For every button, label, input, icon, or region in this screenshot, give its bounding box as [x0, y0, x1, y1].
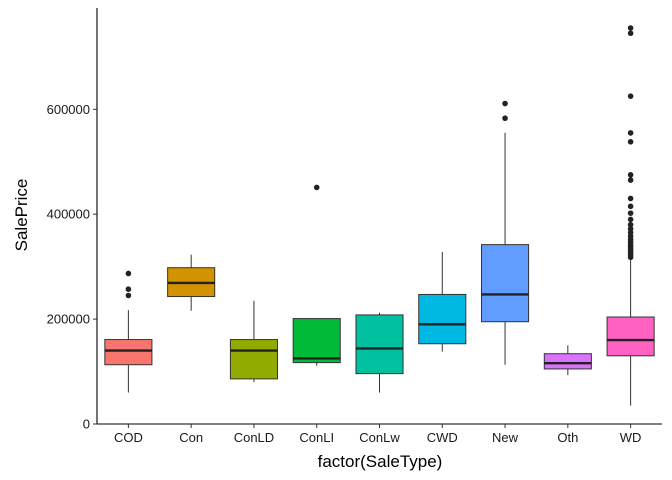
- outlier-point: [125, 270, 132, 277]
- box-conld: [229, 300, 278, 383]
- x-tick-label: New: [492, 430, 519, 445]
- y-tick-label: 600000: [47, 102, 90, 117]
- box-iqr: [355, 314, 404, 375]
- box-iqr: [104, 339, 153, 366]
- outlier-point: [313, 184, 320, 191]
- outlier-point: [627, 210, 634, 216]
- outlier-point: [627, 195, 634, 202]
- box-con: [167, 254, 216, 311]
- box-cwd: [418, 251, 467, 352]
- outlier-point: [627, 226, 634, 232]
- box-new: [481, 100, 530, 365]
- box-iqr: [543, 353, 592, 370]
- box-cod: [104, 270, 153, 393]
- box-conli: [292, 184, 341, 366]
- x-tick-label: Oth: [557, 430, 578, 445]
- outlier-point: [627, 221, 634, 228]
- x-tick-label: ConLI: [299, 430, 334, 445]
- y-tick-label: 400000: [47, 207, 90, 222]
- x-tick-label: ConLD: [234, 430, 274, 445]
- box-oth: [543, 345, 592, 376]
- box-iqr: [481, 244, 530, 323]
- outlier-point: [627, 30, 634, 37]
- outlier-point: [125, 292, 132, 299]
- outlier-point: [627, 130, 634, 136]
- box-iqr: [229, 339, 278, 380]
- box-conlw: [355, 312, 404, 393]
- outlier-point: [125, 286, 132, 293]
- x-tick-label: CWD: [427, 430, 458, 445]
- box-iqr: [606, 316, 655, 357]
- outlier-point: [627, 216, 634, 223]
- x-axis-title: factor(SaleType): [318, 452, 443, 471]
- box-iqr: [292, 318, 341, 364]
- outlier-point: [627, 93, 634, 99]
- y-tick-label: 0: [83, 417, 90, 432]
- outlier-point: [627, 203, 634, 210]
- outlier-point: [502, 100, 508, 107]
- outlier-point: [627, 177, 634, 183]
- x-axis: COD Con ConLD ConLI ConLw CWD New Oth WD: [97, 423, 662, 445]
- box-iqr: [418, 293, 467, 345]
- outlier-point: [627, 139, 634, 145]
- y-axis-title: SalePrice: [12, 179, 31, 252]
- y-axis: 0 200000 400000 600000: [47, 8, 98, 432]
- x-tick-label: ConLw: [359, 430, 400, 445]
- x-tick-label: COD: [114, 430, 143, 445]
- x-tick-label: WD: [620, 430, 642, 445]
- outlier-point: [627, 172, 634, 178]
- box-wd: [606, 25, 655, 406]
- outlier-point: [627, 25, 634, 31]
- y-tick-label: 200000: [47, 312, 90, 327]
- x-tick-label: Con: [179, 430, 203, 445]
- outlier-point: [502, 115, 508, 122]
- plot-area: [104, 25, 655, 406]
